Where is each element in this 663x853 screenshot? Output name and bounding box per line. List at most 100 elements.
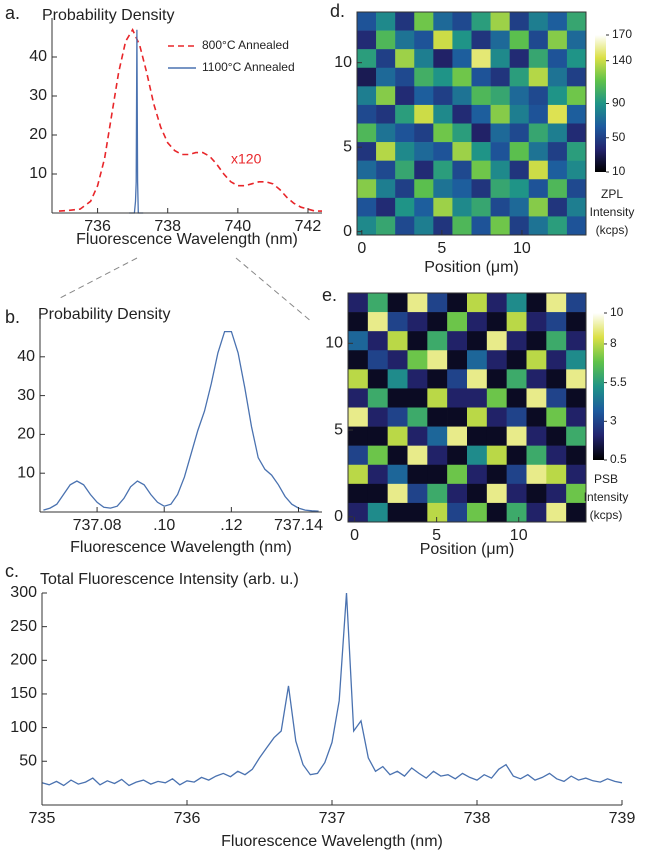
heatmap-cell [566,445,587,466]
heatmap-cell [566,350,587,370]
heatmap-cell [348,426,369,446]
heatmap-cell [427,369,448,389]
heatmap-cell [447,445,468,466]
heatmap-cell [452,12,472,31]
heatmap-cell [367,426,388,446]
heatmap-cell [490,160,510,180]
y-tick-label: 100 [10,719,37,736]
colorbar-label: (kcps) [590,508,623,522]
heatmap-cell [509,49,530,69]
panel-label: d. [330,1,345,21]
heatmap-cell [414,30,434,50]
heatmap-cell [452,216,472,236]
heatmap-cell [395,86,415,106]
y-tick-label: 10 [334,54,352,71]
heatmap-cell [357,30,377,50]
heatmap-cell [427,445,448,466]
heatmap-cell [486,502,507,523]
heatmap-cell [509,12,530,31]
heatmap-cell [547,216,568,236]
colorbar-label: PSB [594,472,618,486]
heatmap-cell [376,86,396,106]
heatmap-cell [376,179,396,199]
colorbar-tick-label: 5.5 [610,375,627,389]
heatmap-cell [348,502,369,523]
heatmap-cell [566,142,587,161]
heatmap-cell [348,388,369,408]
heatmap-cell [407,312,428,332]
colorbar [595,35,606,172]
heatmap-cell [367,350,388,370]
heatmap-cell [414,216,434,236]
y-tick-label: 30 [29,87,47,104]
heatmap-cell [528,30,549,50]
heatmap-cell [490,12,510,31]
heatmap-cell [357,179,377,199]
heatmap-cell [566,49,587,69]
heatmap-cell [395,123,415,143]
heatmap-cell [387,331,408,351]
x-tick-label: 736 [174,810,201,827]
heatmap-cell [509,123,530,143]
heatmap-cell [348,293,369,313]
heatmap-cell [452,104,472,124]
heatmap-cell [447,464,468,485]
heatmap-cell [566,293,587,313]
heatmap-cell [546,388,567,408]
heatmap-cell [414,104,434,124]
heatmap-cell [407,483,428,504]
heatmap-cell [490,104,510,124]
heatmap-cell [547,30,568,50]
heatmap-cell [452,86,472,106]
zoom-connector [59,257,138,299]
colorbar-tick-label: 8 [610,336,617,350]
heatmap-cell [546,502,567,523]
heatmap-cell [447,407,468,427]
heatmap-cell [546,426,567,446]
heatmap-cell [486,426,507,446]
heatmap-cell [467,369,488,389]
heatmap-cell [471,12,491,31]
colorbar-tick-label: 10 [610,305,624,319]
heatmap-cell [427,388,448,408]
heatmap-cell [357,86,377,106]
heatmap-cell [528,49,549,69]
heatmap-cell [376,12,396,31]
heatmap-cell [376,216,396,236]
x-tick-label: 736 [84,218,111,235]
x-tick-label: 742 [295,218,322,235]
heatmap-cell [526,388,547,408]
plot-frame [347,292,587,523]
heatmap-cell [348,445,369,466]
heatmap-cell [407,350,428,370]
heatmap-cell [490,30,510,50]
heatmap-cell [566,12,587,31]
heatmap-cell [546,312,567,332]
heatmap-cell [509,67,530,87]
heatmap-cell [526,407,547,427]
heatmap-cell [506,502,527,523]
heatmap-cell [467,331,488,351]
heatmap-cell [447,426,468,446]
heatmap-cell [566,464,587,485]
x-tick-label: 735 [29,810,56,827]
heatmap-cell [471,67,491,87]
heatmap-cell [467,502,488,523]
colorbar-label: Intensity [590,205,635,219]
heatmap-cell [528,67,549,87]
heatmap-cell [452,197,472,217]
heatmap-cell [471,104,491,124]
y-tick-label: 40 [29,48,47,65]
heatmap-cell [367,388,388,408]
heatmap-cell [376,160,396,180]
heatmap-cell [506,312,527,332]
heatmap-cell [506,483,527,504]
y-tick-label: 20 [17,426,35,443]
heatmap-cell [427,426,448,446]
heatmap-cell [357,160,377,180]
heatmap-cell [566,216,587,236]
heatmap-cell [367,407,388,427]
heatmap-cell [547,123,568,143]
panel-label: e. [322,285,337,305]
heatmap-cell [526,293,547,313]
